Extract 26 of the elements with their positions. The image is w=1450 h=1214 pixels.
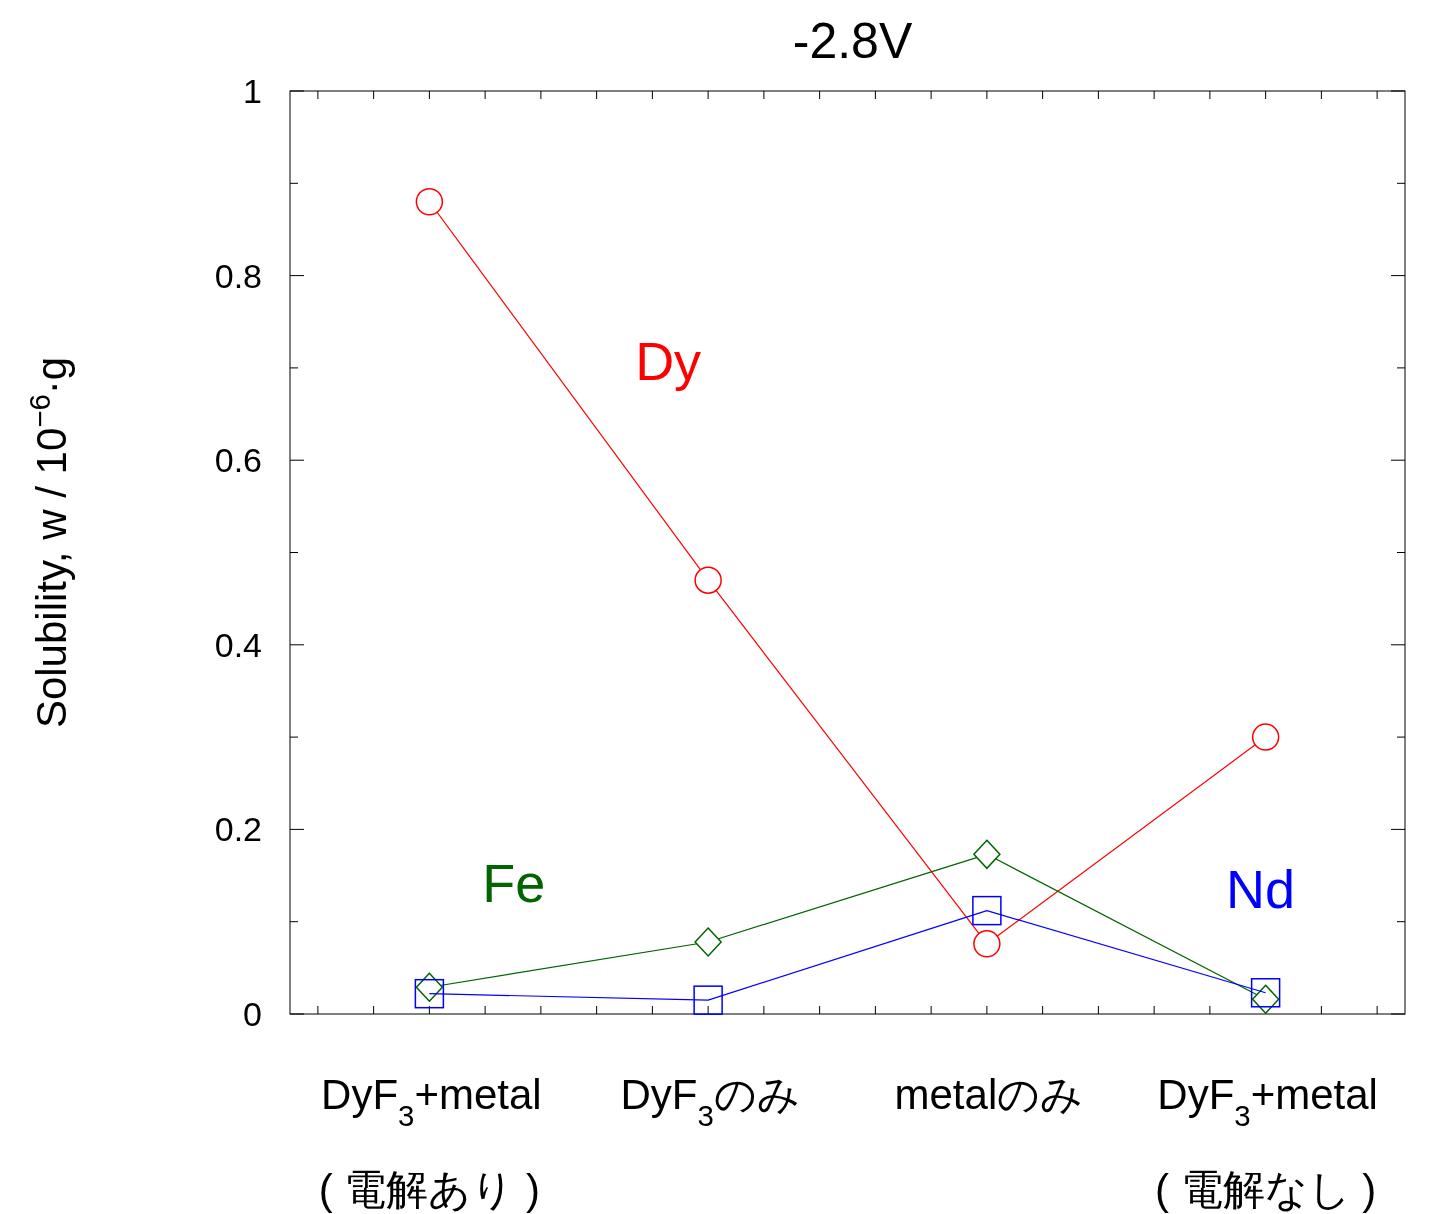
y-tick-label: 0.2 (214, 810, 262, 849)
x-tick-label: DyF$_{3}$+metal ( 電解あり ) (318, 1071, 542, 1213)
chart-title: -2.8V (792, 13, 913, 69)
x-tick-label: DyF$_{3}$のみ (620, 1071, 800, 1132)
y-tick-label: 0.4 (214, 625, 262, 664)
point (694, 566, 722, 594)
point (694, 927, 722, 957)
point (973, 839, 1001, 870)
point (415, 188, 444, 216)
series-label: Nd (1226, 858, 1296, 919)
point (693, 985, 723, 1015)
point (414, 978, 445, 1009)
y-tick-label: 0 (243, 995, 262, 1033)
point (415, 972, 444, 1002)
point (1251, 723, 1280, 751)
y-tick-label: 0.6 (214, 441, 262, 480)
series-label: Fe (482, 853, 546, 914)
x-tick-label: DyF$_{3}$+metal ( 電解なし ) (1154, 1071, 1378, 1213)
x-tick-label: metalのみ (894, 1071, 1084, 1118)
point (972, 895, 1002, 926)
y-tick-label: 1 (243, 72, 262, 110)
point (973, 930, 1001, 958)
point (1250, 978, 1281, 1008)
point (1251, 984, 1280, 1014)
y-tick-label: 0.8 (214, 256, 262, 295)
series-label: Dy (635, 331, 702, 392)
